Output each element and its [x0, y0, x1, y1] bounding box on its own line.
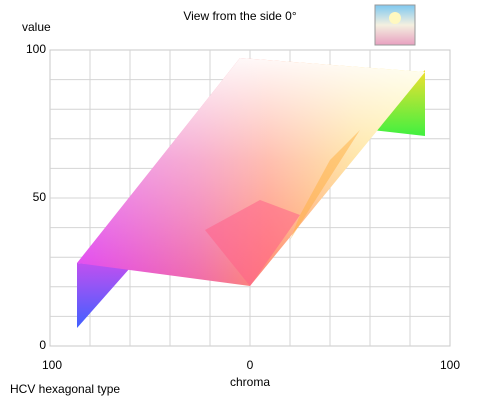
x-tick-label: 0: [247, 358, 254, 372]
thumbnail-image: [374, 4, 416, 46]
thumbnail-detail: [389, 12, 401, 24]
x-tick-label: 100: [440, 358, 460, 372]
y-tick-label: 100: [26, 42, 46, 56]
y-tick-label: 50: [33, 190, 47, 204]
footer: HCV hexagonal type: [10, 382, 120, 396]
x-tick-label: 100: [42, 358, 62, 372]
red-region: [205, 200, 300, 286]
left-edge-face: [77, 263, 130, 328]
y-axis-label: value: [22, 20, 51, 34]
x-axis-label: chroma: [230, 375, 270, 389]
y-tick-label: 0: [39, 338, 46, 352]
orange-region: [290, 130, 360, 240]
title: View from the side 0°: [183, 9, 296, 23]
color-solid: [77, 58, 425, 328]
thumbnail: [374, 4, 416, 46]
main-face-highlight: [77, 58, 425, 286]
